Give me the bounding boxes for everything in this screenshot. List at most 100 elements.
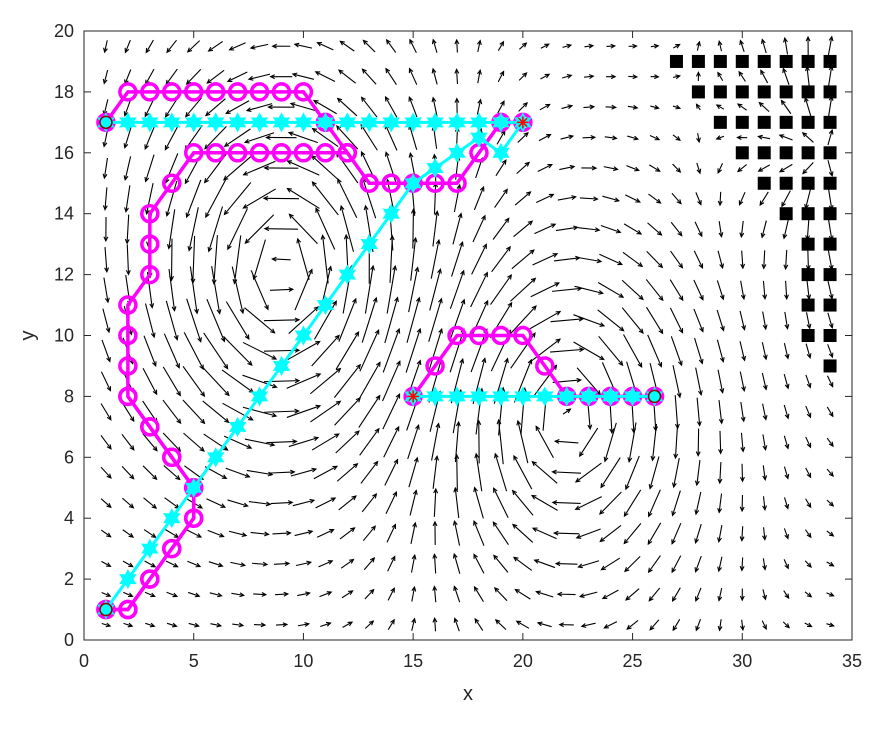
obstacle-cell [823,115,837,129]
field-arrow-shaft [495,619,507,631]
y-tick-label: 4 [64,508,74,528]
field-arrow-shaft [601,557,621,571]
field-arrow-shaft [696,41,700,51]
field-arrow-head [492,521,498,527]
field-arrow-shaft [494,189,508,208]
x-tick-label: 30 [732,651,752,671]
field-arrow-head [759,200,765,207]
field-arrow-shaft [101,623,111,627]
field-arrow-shaft [535,193,554,203]
field-arrow-shaft [674,395,679,429]
field-arrow-head [674,423,680,430]
field-arrow-head [671,539,676,545]
field-arrow-head [432,616,438,623]
field-arrow-head [129,416,135,423]
field-arrow-head [479,185,485,192]
field-arrow-head [761,263,767,270]
field-arrow-shaft [361,493,377,513]
field-arrow-shaft [144,560,156,568]
field-arrow-shaft [358,395,381,428]
field-arrow-head [678,263,684,269]
field-arrow-head [374,427,380,434]
field-arrow-head [368,620,375,626]
field-arrow-shaft [145,154,155,182]
field-arrow-head [473,520,478,526]
field-arrow-shaft [783,219,789,239]
field-arrow-shaft [716,309,725,331]
field-arrow-shaft [518,72,527,81]
field-arrow-shaft [164,125,179,150]
field-arrow-shaft [361,96,378,118]
field-arrow-head [675,74,682,80]
field-arrow-shaft [242,341,277,360]
field-arrow-head [416,327,422,334]
obstacle-cell [801,268,815,282]
field-arrow-shaft [717,72,724,82]
field-arrow-head [554,282,561,287]
field-arrow-head [697,200,702,206]
field-arrow-head [493,487,498,493]
field-arrow-shaft [287,188,320,209]
field-arrow-shaft [313,465,338,480]
field-arrow-shaft [741,557,744,571]
field-arrow-head [762,384,768,391]
path-point [601,386,620,407]
field-arrow-shaft [762,496,766,510]
field-arrow-head [504,357,509,364]
field-arrow-shaft [227,71,248,82]
field-arrow-shaft [123,591,133,597]
field-arrow-head [456,183,462,190]
field-arrow-shaft [602,195,620,202]
field-arrow-shaft [716,280,724,300]
field-arrow-head [199,364,204,371]
field-arrow-shaft [805,436,812,448]
field-arrow-shaft [806,66,810,87]
field-arrow-shaft [717,369,724,393]
field-arrow-shaft [627,105,638,109]
field-arrow-head [672,625,678,632]
path-point [426,112,444,133]
y-tick-label: 8 [64,386,74,406]
field-arrow-shaft [669,279,684,301]
field-arrow-head [632,74,639,80]
field-arrow-shaft [693,308,704,332]
field-arrow-head [244,334,250,341]
field-arrow-shaft [494,587,508,602]
field-arrow-shaft [519,42,527,50]
field-arrow-head [501,159,507,165]
goal-marker [407,390,420,403]
field-arrow-shaft [718,587,723,601]
field-arrow-head [150,592,156,598]
field-arrow-head [334,433,340,439]
field-arrow-shaft [292,73,315,80]
field-arrow-head [460,298,466,305]
field-arrow-shaft [253,593,266,596]
field-arrow-shaft [537,622,552,628]
path-point [97,599,115,620]
field-arrow-shaft [826,530,834,537]
field-arrow-head [457,212,463,219]
field-arrow-head [828,35,834,42]
field-arrow-head [695,71,701,77]
field-arrow-shaft [319,591,332,598]
path-point [249,143,270,163]
field-arrow-head [228,45,235,51]
field-arrow-head [715,135,722,140]
path-point [492,142,510,163]
path-point [119,112,137,133]
field-arrow-shaft [559,165,575,171]
field-arrow-shaft [758,164,771,172]
field-arrow-head [596,258,603,264]
field-arrow-head [494,619,501,625]
field-arrow-head [124,238,130,245]
field-arrow-head [151,533,157,539]
field-arrow-shaft [672,134,681,141]
field-arrow-head [432,553,438,559]
field-arrow-head [780,99,786,106]
field-arrow-shaft [223,335,253,366]
field-arrow-head [675,104,682,110]
field-arrow-shaft [806,280,810,299]
field-arrow-head [286,160,293,165]
path-point [470,112,488,133]
